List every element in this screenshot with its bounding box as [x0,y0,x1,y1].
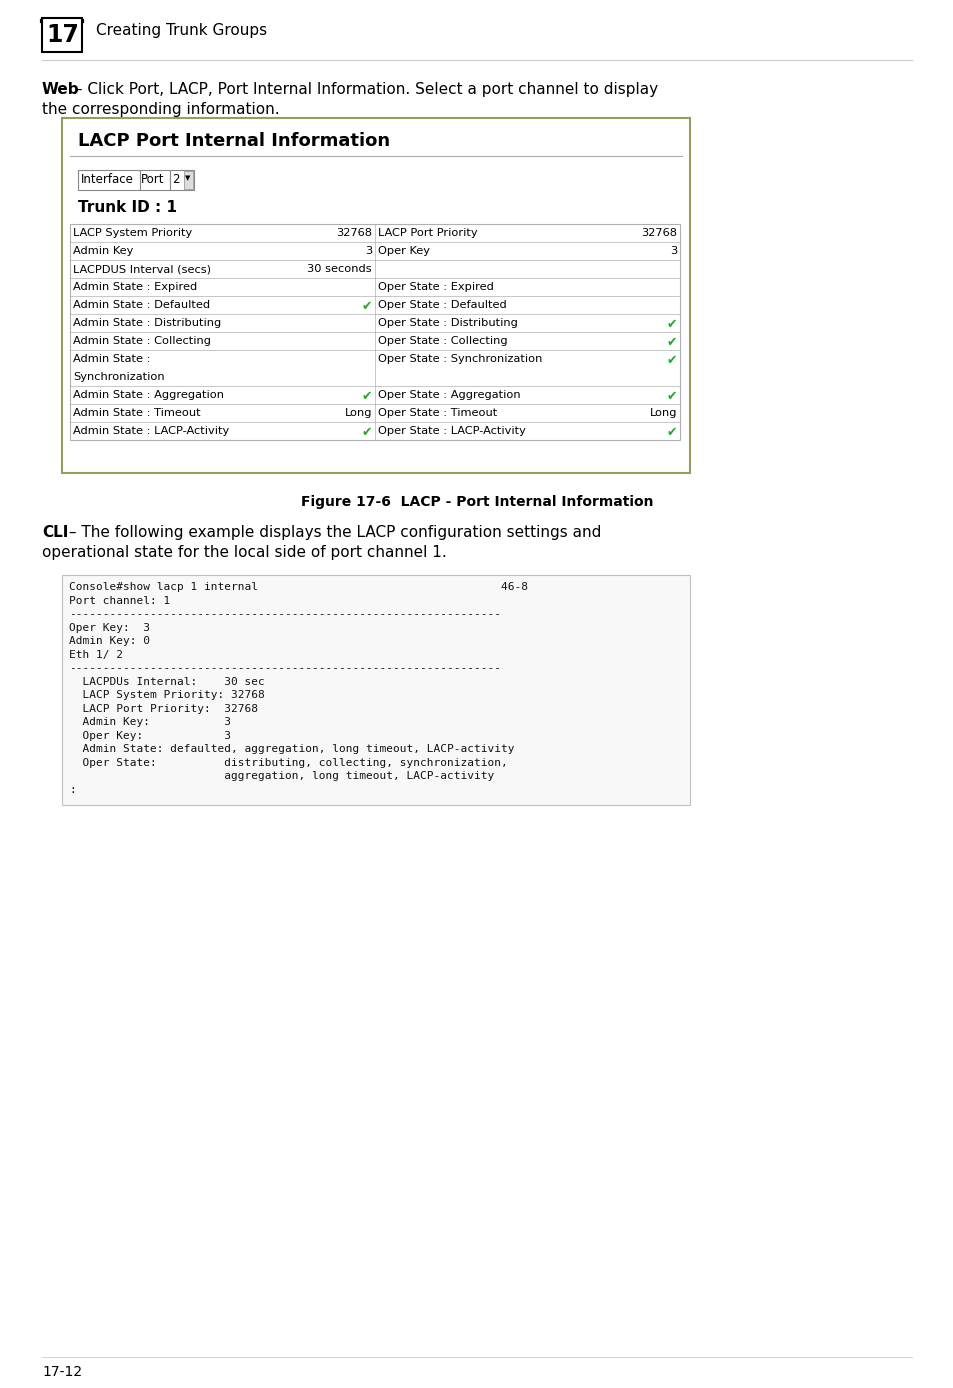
Text: Admin State : Distributing: Admin State : Distributing [73,318,221,328]
Text: Interface: Interface [81,174,133,186]
Bar [62,575,689,805]
Text: 2: 2 [172,174,179,186]
Text: LACPDUS Interval (secs): LACPDUS Interval (secs) [73,264,211,273]
Text: Admin Key: 0: Admin Key: 0 [69,636,150,645]
Text: Creating Trunk Groups: Creating Trunk Groups [96,24,267,37]
Text: 17: 17 [46,24,79,47]
Text: LACP System Priority: 32768: LACP System Priority: 32768 [69,690,265,700]
Text: LACP Port Priority:  32768: LACP Port Priority: 32768 [69,704,257,713]
Text: Admin State : Timeout: Admin State : Timeout [73,408,200,418]
Text: Oper State : LACP-Activity: Oper State : LACP-Activity [377,426,525,436]
Text: Port: Port [141,174,164,186]
Text: ✔: ✔ [666,318,677,330]
Bar [184,171,193,189]
Text: LACP Port Priority: LACP Port Priority [377,228,477,237]
Text: Oper State : Expired: Oper State : Expired [377,282,494,291]
Text: Oper State : Timeout: Oper State : Timeout [377,408,497,418]
Text: the corresponding information.: the corresponding information. [42,101,279,117]
Text: aggregation, long timeout, LACP-activity: aggregation, long timeout, LACP-activity [69,770,494,781]
Text: Admin State: defaulted, aggregation, long timeout, LACP-activity: Admin State: defaulted, aggregation, lon… [69,744,514,754]
Text: Admin State : Expired: Admin State : Expired [73,282,197,291]
Text: LACP System Priority: LACP System Priority [73,228,193,237]
Text: ✔: ✔ [361,426,372,439]
Text: – The following example displays the LACP configuration settings and: – The following example displays the LAC… [64,525,600,540]
Text: LACP Port Internal Information: LACP Port Internal Information [78,132,390,150]
Text: Oper State : Collecting: Oper State : Collecting [377,336,507,346]
Text: 3: 3 [364,246,372,255]
Text: Admin State :: Admin State : [73,354,151,364]
Text: Oper State : Synchronization: Oper State : Synchronization [377,354,542,364]
Text: 32768: 32768 [640,228,677,237]
Text: – Click Port, LACP, Port Internal Information. Select a port channel to display: – Click Port, LACP, Port Internal Inform… [70,82,658,97]
Text: Oper State : Defaulted: Oper State : Defaulted [377,300,506,310]
Bar [170,169,193,190]
Text: Port channel: 1: Port channel: 1 [69,595,170,605]
Bar [140,169,170,190]
Text: Oper Key: Oper Key [377,246,430,255]
Text: Web: Web [42,82,79,97]
Text: ✔: ✔ [361,300,372,314]
Bar [42,18,82,51]
Text: Console#show lacp 1 internal                                    46-8: Console#show lacp 1 internal 46-8 [69,582,527,593]
Text: Figure 17-6  LACP - Port Internal Information: Figure 17-6 LACP - Port Internal Informa… [300,496,653,509]
Text: Oper State:          distributing, collecting, synchronization,: Oper State: distributing, collecting, sy… [69,758,507,768]
Text: ▼: ▼ [185,175,191,180]
Text: :: : [69,784,75,794]
Bar [62,118,689,473]
Text: ----------------------------------------------------------------: ----------------------------------------… [69,663,500,673]
Text: ✔: ✔ [361,390,372,403]
Text: Admin State : Collecting: Admin State : Collecting [73,336,211,346]
Text: 17-12: 17-12 [42,1364,82,1380]
Text: Oper Key:  3: Oper Key: 3 [69,622,150,633]
Text: operational state for the local side of port channel 1.: operational state for the local side of … [42,545,446,559]
Text: Admin State : Defaulted: Admin State : Defaulted [73,300,210,310]
Text: 32768: 32768 [335,228,372,237]
Bar [70,223,679,440]
Text: Long: Long [649,408,677,418]
Text: 30 seconds: 30 seconds [307,264,372,273]
Text: Admin Key: Admin Key [73,246,133,255]
Text: Eth 1/ 2: Eth 1/ 2 [69,650,123,659]
Text: Oper State : Distributing: Oper State : Distributing [377,318,517,328]
Text: Oper State : Aggregation: Oper State : Aggregation [377,390,520,400]
Text: Long: Long [344,408,372,418]
Text: ✔: ✔ [666,426,677,439]
Text: Admin Key:           3: Admin Key: 3 [69,718,231,727]
Text: Trunk ID : 1: Trunk ID : 1 [78,200,177,215]
Text: ✔: ✔ [666,354,677,366]
Text: Oper Key:            3: Oper Key: 3 [69,730,231,741]
Text: ----------------------------------------------------------------: ----------------------------------------… [69,609,500,619]
Bar [78,169,140,190]
Text: LACPDUs Internal:    30 sec: LACPDUs Internal: 30 sec [69,676,265,687]
Text: ✔: ✔ [666,390,677,403]
Text: Admin State : LACP-Activity: Admin State : LACP-Activity [73,426,229,436]
Text: 3: 3 [669,246,677,255]
Text: Synchronization: Synchronization [73,372,165,382]
Text: Admin State : Aggregation: Admin State : Aggregation [73,390,224,400]
Text: ✔: ✔ [666,336,677,348]
Text: CLI: CLI [42,525,69,540]
